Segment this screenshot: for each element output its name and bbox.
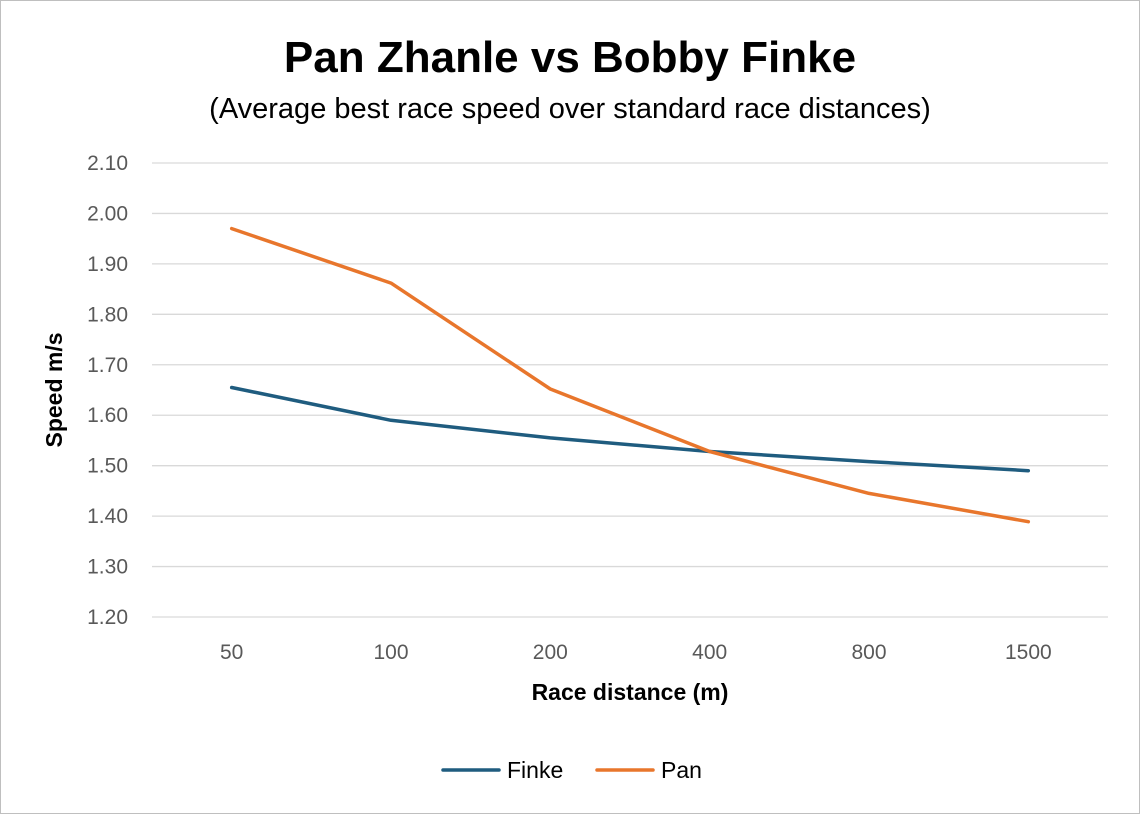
y-tick-label: 1.40	[87, 505, 128, 528]
y-tick-label: 1.50	[87, 455, 128, 478]
y-tick-label: 1.80	[87, 303, 128, 326]
x-axis-title: Race distance (m)	[532, 679, 729, 705]
chart-subtitle: (Average best race speed over standard r…	[209, 93, 931, 125]
y-tick-label: 2.00	[87, 202, 128, 225]
x-tick-label: 400	[692, 641, 727, 664]
legend-label-finke: Finke	[507, 757, 563, 783]
y-tick-label: 1.90	[87, 253, 128, 276]
gridlines	[152, 162, 1108, 618]
y-tick-label: 1.20	[87, 606, 128, 629]
x-tick-label: 50	[220, 641, 243, 664]
y-tick-label: 2.10	[87, 152, 128, 175]
y-axis-ticks: 2.10 2.00 1.90 1.80 1.70 1.60 1.50 1.40 1.30 1.20	[87, 152, 128, 629]
x-tick-label: 100	[373, 641, 408, 664]
legend: Finke Pan	[441, 757, 702, 783]
x-tick-label: 200	[533, 641, 568, 664]
y-tick-label: 1.70	[87, 354, 128, 377]
y-tick-label: 1.60	[87, 404, 128, 427]
x-tick-label: 800	[851, 641, 886, 664]
series-lines	[229, 226, 1031, 524]
series-line-pan	[229, 226, 1031, 524]
chart-title: Pan Zhanle vs Bobby Finke	[284, 33, 856, 82]
x-axis-ticks: 50 100 200 400 800 1500	[220, 641, 1052, 664]
y-tick-label: 1.30	[87, 556, 128, 579]
series-line-finke	[229, 385, 1031, 473]
y-axis-title: Speed m/s	[41, 332, 67, 447]
legend-label-pan: Pan	[661, 757, 702, 783]
x-tick-label: 1500	[1005, 641, 1052, 664]
